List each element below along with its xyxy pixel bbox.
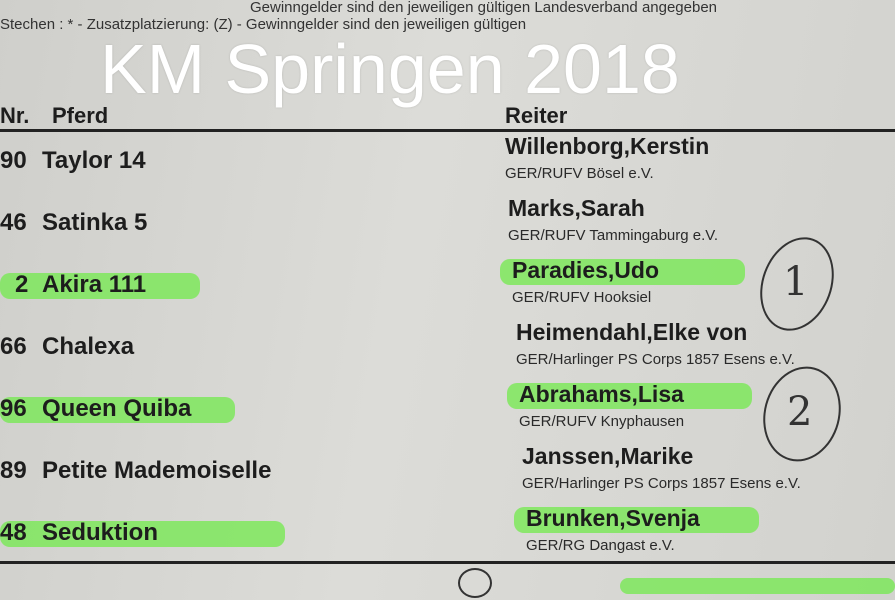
rider-club: GER/RG Dangast e.V.	[526, 537, 675, 554]
horse-name: Satinka 5	[42, 209, 148, 236]
horse-number: 2	[15, 271, 29, 298]
col-header-horse: Pferd	[52, 103, 109, 128]
rider-name: Brunken,Svenja	[526, 505, 700, 531]
horse-number: 96	[0, 395, 27, 422]
rider-name: Marks,Sarah	[508, 195, 645, 221]
header-line-1: Gewinngelder sind den jeweiligen gültige…	[250, 0, 718, 16]
highlight-next-entry	[620, 578, 895, 594]
handwritten-place-2: 2	[787, 389, 813, 435]
watermark-title: KM Springen 2018	[100, 30, 680, 108]
rider-club: GER/RUFV Hooksiel	[512, 289, 652, 306]
highlight-rider	[500, 259, 745, 285]
rider-club: GER/RUFV Tammingaburg e.V.	[508, 227, 719, 244]
horse-name: Akira 111	[42, 271, 147, 298]
rider-name: Willenborg,Kerstin	[505, 133, 710, 159]
horse-number: 46	[0, 209, 27, 236]
horse-name: Seduktion	[42, 519, 159, 546]
rider-club: GER/RUFV Knyphausen	[519, 413, 685, 430]
horse-number: 90	[0, 147, 27, 174]
highlight-rider	[507, 383, 752, 409]
rider-club: GER/Harlinger PS Corps 1857 Esens e.V.	[522, 475, 801, 492]
rider-club: GER/RUFV Bösel e.V.	[505, 165, 654, 182]
handwritten-place-1: 1	[783, 259, 809, 305]
highlight-horse	[0, 273, 200, 299]
col-header-rider: Reiter	[505, 103, 568, 128]
rider-name: Abrahams,Lisa	[519, 381, 684, 407]
col-header-nr: Nr.	[0, 103, 30, 128]
horse-number: 66	[0, 333, 27, 360]
horse-name: Taylor 14	[42, 147, 146, 174]
rider-club: GER/Harlinger PS Corps 1857 Esens e.V.	[516, 351, 795, 368]
header-divider	[0, 129, 895, 132]
horse-number: 48	[0, 519, 27, 546]
handwritten-circle-3	[458, 568, 492, 598]
rider-name: Paradies,Udo	[512, 257, 659, 283]
highlight-horse	[0, 521, 285, 547]
highlight-rider	[514, 507, 759, 533]
horse-name: Chalexa	[42, 333, 135, 360]
horse-name: Queen Quiba	[42, 395, 192, 422]
header-line-2: Stechen : * - Zusatzplatzierung: (Z) - G…	[0, 16, 527, 33]
horse-number: 89	[0, 457, 27, 484]
rider-name: Heimendahl,Elke von	[516, 319, 748, 345]
horse-name: Petite Mademoiselle	[42, 457, 272, 484]
footer-divider	[0, 561, 895, 564]
highlight-horse	[0, 397, 235, 423]
rider-name: Janssen,Marike	[522, 443, 694, 469]
